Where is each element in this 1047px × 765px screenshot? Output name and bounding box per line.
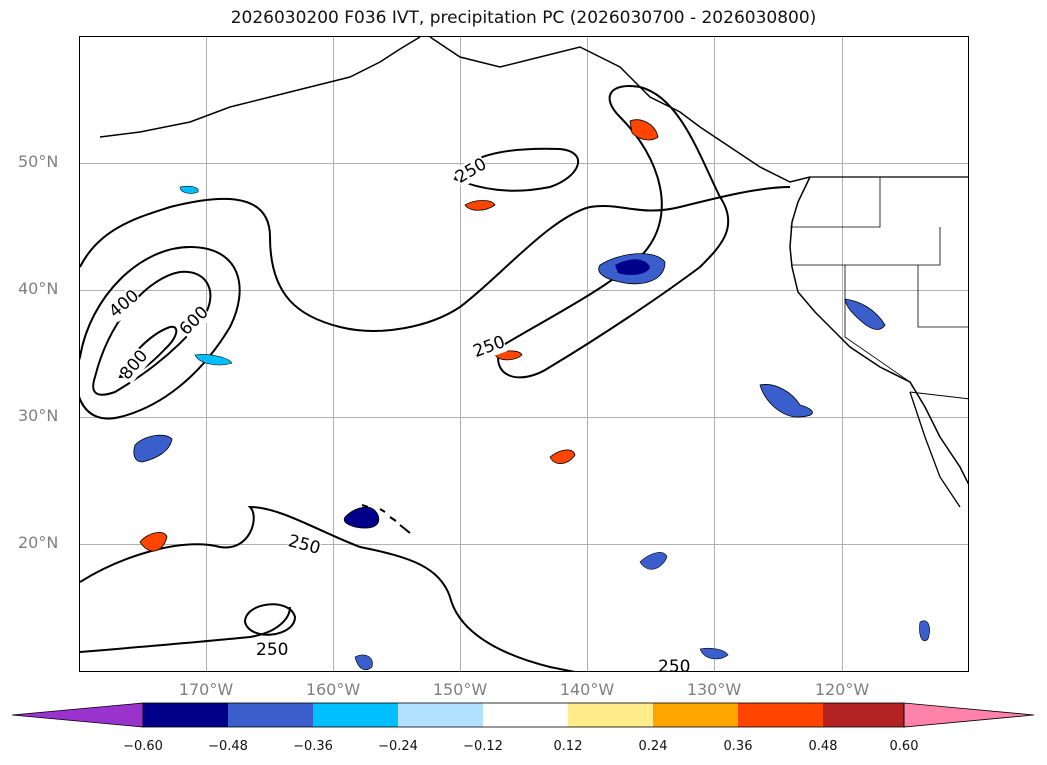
precip-anomaly-negative-west bbox=[133, 434, 173, 463]
colorbar-bin-4 bbox=[398, 703, 483, 727]
lon-label-120w: 120°W bbox=[814, 680, 870, 699]
border-state-1 bbox=[790, 177, 881, 228]
colorbar-tick-7: 0.24 bbox=[638, 739, 668, 754]
contour-400 bbox=[80, 245, 241, 420]
gridline-30n bbox=[80, 417, 968, 418]
colorbar-bin-7 bbox=[653, 703, 738, 727]
gridline-130w bbox=[714, 37, 715, 671]
lon-label-130w: 130°W bbox=[686, 680, 742, 699]
precip-anomaly-positive-upper bbox=[464, 200, 496, 211]
lon-label-170w: 170°W bbox=[178, 680, 234, 699]
colorbar-bin-5 bbox=[483, 703, 568, 727]
colorbar-extend-max bbox=[903, 702, 1035, 728]
gridline-140w bbox=[587, 37, 588, 671]
precip-anomaly-negative-hawaii bbox=[343, 506, 380, 529]
colorbar-tick-10: 0.60 bbox=[889, 739, 919, 754]
lon-label-140w: 140°W bbox=[559, 680, 615, 699]
lat-label-30n: 30°N bbox=[18, 406, 59, 425]
gridline-160w bbox=[333, 37, 334, 671]
precip-anomaly-positive-north bbox=[629, 119, 659, 141]
colorbar bbox=[12, 702, 1035, 728]
colorbar-tick-1: −0.60 bbox=[123, 739, 163, 754]
contour-label-250-bottom: 250 bbox=[658, 657, 691, 671]
precip-anomaly-weak-negative-3 bbox=[639, 552, 668, 570]
precip-anomaly-very-strong-negative bbox=[615, 259, 650, 275]
colorbar-tick-9: 0.48 bbox=[808, 739, 838, 754]
coastline-alaska bbox=[99, 37, 421, 138]
colorbar-bin-9 bbox=[823, 703, 904, 727]
colorbar-bin-6 bbox=[568, 703, 653, 727]
colorbar-extend-min bbox=[12, 702, 144, 728]
border-state-2 bbox=[792, 227, 941, 266]
precip-anomaly-negative-southeast bbox=[759, 384, 813, 418]
colorbar-bin-3 bbox=[313, 703, 398, 727]
colorbar-bin-1 bbox=[143, 703, 228, 727]
border-state-4 bbox=[917, 265, 968, 328]
lon-label-160w: 160°W bbox=[305, 680, 361, 699]
gridline-50n bbox=[80, 163, 968, 164]
lon-label-150w: 150°W bbox=[432, 680, 488, 699]
colorbar-tick-8: 0.36 bbox=[723, 739, 753, 754]
precip-anomaly-weak-negative-6 bbox=[919, 620, 930, 642]
colorbar-frame bbox=[142, 702, 905, 728]
border-us-mexico bbox=[909, 391, 968, 400]
lat-label-40n: 40°N bbox=[18, 279, 59, 298]
precip-anomaly-positive-west bbox=[139, 532, 168, 552]
precip-anomaly-weak-negative-5 bbox=[699, 647, 729, 660]
gridline-170w bbox=[206, 37, 207, 671]
precip-anomaly-weak-negative-1 bbox=[179, 185, 199, 194]
lat-label-20n: 20°N bbox=[18, 533, 59, 552]
hawaii-islands bbox=[361, 504, 411, 534]
precip-anomaly-negative-coast bbox=[844, 298, 886, 330]
colorbar-tick-4: −0.24 bbox=[378, 739, 418, 754]
contour-250-arm bbox=[497, 85, 730, 379]
contour-250-main bbox=[80, 186, 791, 332]
contour-250-lower bbox=[80, 606, 291, 653]
gridline-120w bbox=[842, 37, 843, 671]
colorbar-tick-6: 0.12 bbox=[553, 739, 583, 754]
contour-250-south bbox=[80, 505, 576, 671]
gridline-150w bbox=[460, 37, 461, 671]
gridline-40n bbox=[80, 290, 968, 291]
contour-250-north bbox=[453, 147, 580, 192]
lat-label-50n: 50°N bbox=[18, 152, 59, 171]
map-panel[interactable]: 250 250 250 250 250 400 600 800 bbox=[79, 36, 969, 672]
map-overlay bbox=[80, 37, 968, 671]
coastline-alaska-2 bbox=[429, 37, 811, 183]
contour-label-250-lower-left: 250 bbox=[256, 640, 289, 660]
precip-anomaly-positive-south bbox=[549, 449, 576, 464]
colorbar-tick-5: −0.12 bbox=[463, 739, 503, 754]
coastline-baja bbox=[909, 391, 961, 508]
contour-250-island bbox=[243, 603, 297, 636]
border-state-3 bbox=[844, 265, 911, 383]
colorbar-tick-2: −0.48 bbox=[208, 739, 248, 754]
colorbar-bin-8 bbox=[738, 703, 823, 727]
colorbar-bin-2 bbox=[228, 703, 313, 727]
precip-anomaly-weak-negative-4 bbox=[354, 654, 373, 670]
gridline-20n bbox=[80, 544, 968, 545]
colorbar-tick-3: −0.36 bbox=[293, 739, 333, 754]
coastline-west-coast bbox=[789, 176, 968, 485]
map-title: 2026030200 F036 IVT, precipitation PC (2… bbox=[230, 8, 817, 28]
precip-anomaly-weak-negative-2 bbox=[194, 354, 233, 366]
